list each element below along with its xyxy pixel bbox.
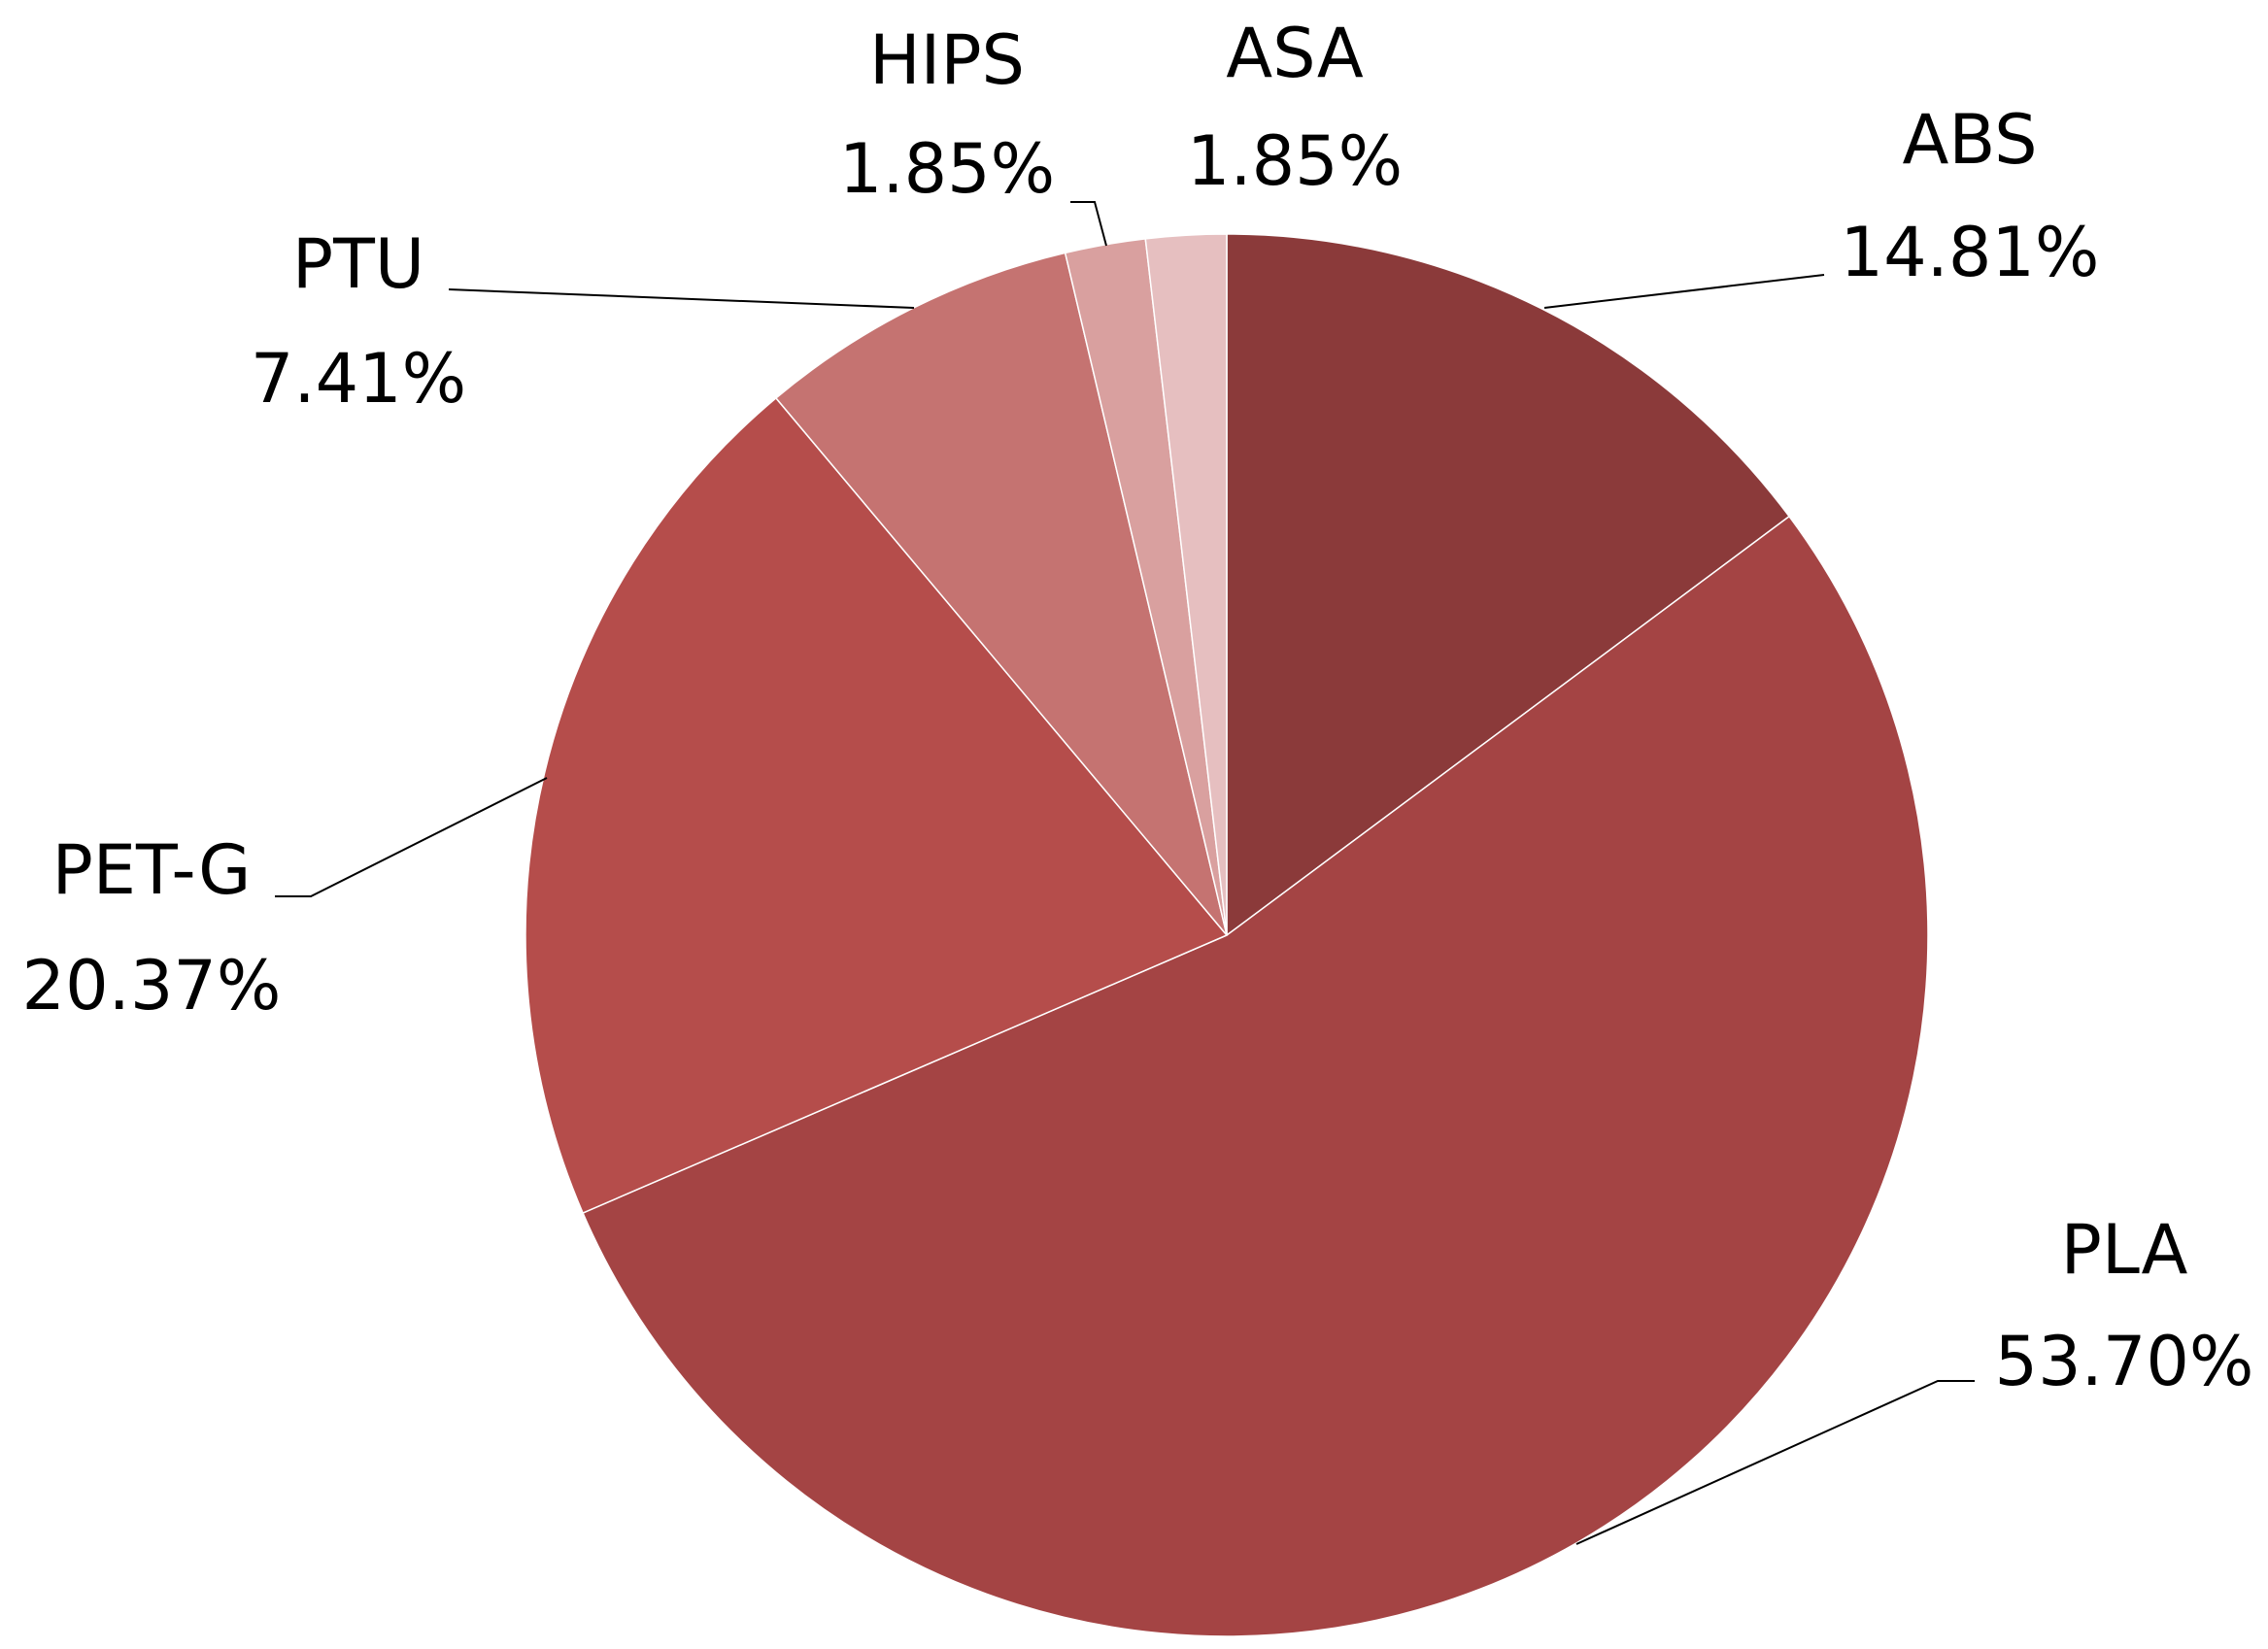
labels: ABS 14.81% PLA 53.70% PET-G 20.37% PTU 7.41% HIP… (22, 14, 2254, 1401)
leader-line (1575, 1380, 1975, 1545)
leader-line (448, 288, 915, 309)
slice-value-label: 1.85% (1187, 121, 1403, 201)
slice-name: ASA (1226, 14, 1364, 93)
slice-name: PET-G (52, 830, 252, 910)
slice-value-label: 1.85% (839, 129, 1055, 209)
pie-slice (525, 396, 1229, 1215)
pie-slice (582, 515, 1929, 1637)
leader-lines (275, 201, 1975, 1545)
leader-line (1543, 274, 1825, 309)
slice-value-label: 7.41% (251, 339, 466, 419)
slice-value-label: 53.70% (1995, 1322, 2254, 1401)
slice-name: PLA (2061, 1210, 2188, 1290)
leader-line (275, 777, 548, 897)
pie-slice (1144, 233, 1228, 936)
leader-line (1070, 201, 1107, 247)
slices (525, 233, 1929, 1637)
slice-name: HIPS (869, 20, 1025, 100)
slice-value-label: 14.81% (1841, 213, 2100, 292)
pie-slice (1226, 233, 1791, 937)
slice-name: ABS (1902, 100, 2037, 180)
slice-value-label: 20.37% (22, 946, 282, 1026)
slice-name: PTU (292, 224, 424, 304)
